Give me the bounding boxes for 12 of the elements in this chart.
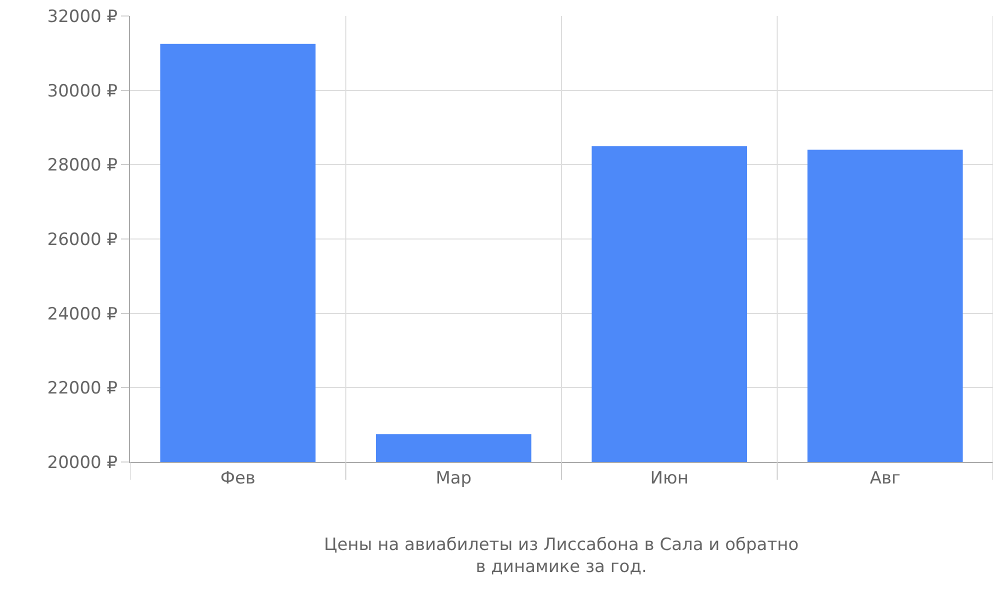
x-tick-label: Авг bbox=[870, 468, 900, 488]
y-tick-label: 30000 ₽ bbox=[47, 81, 118, 102]
y-tick-label: 26000 ₽ bbox=[47, 230, 118, 250]
y-tick-label: 24000 ₽ bbox=[47, 304, 118, 324]
y-tick-label: 20000 ₽ bbox=[47, 452, 118, 473]
text: Цены на авиабилеты из Лиссабона в Сала и обратно в динамике за год. bbox=[324, 535, 799, 578]
x-tick-label: Мар bbox=[436, 468, 472, 488]
x-tick-label: Июн bbox=[650, 468, 688, 488]
y-tick-label: 22000 ₽ bbox=[47, 378, 118, 399]
y-tick-label: 28000 ₽ bbox=[47, 156, 118, 176]
y-tick-label: 32000 ₽ bbox=[47, 6, 118, 27]
x-tick-label: Фев bbox=[220, 468, 256, 488]
